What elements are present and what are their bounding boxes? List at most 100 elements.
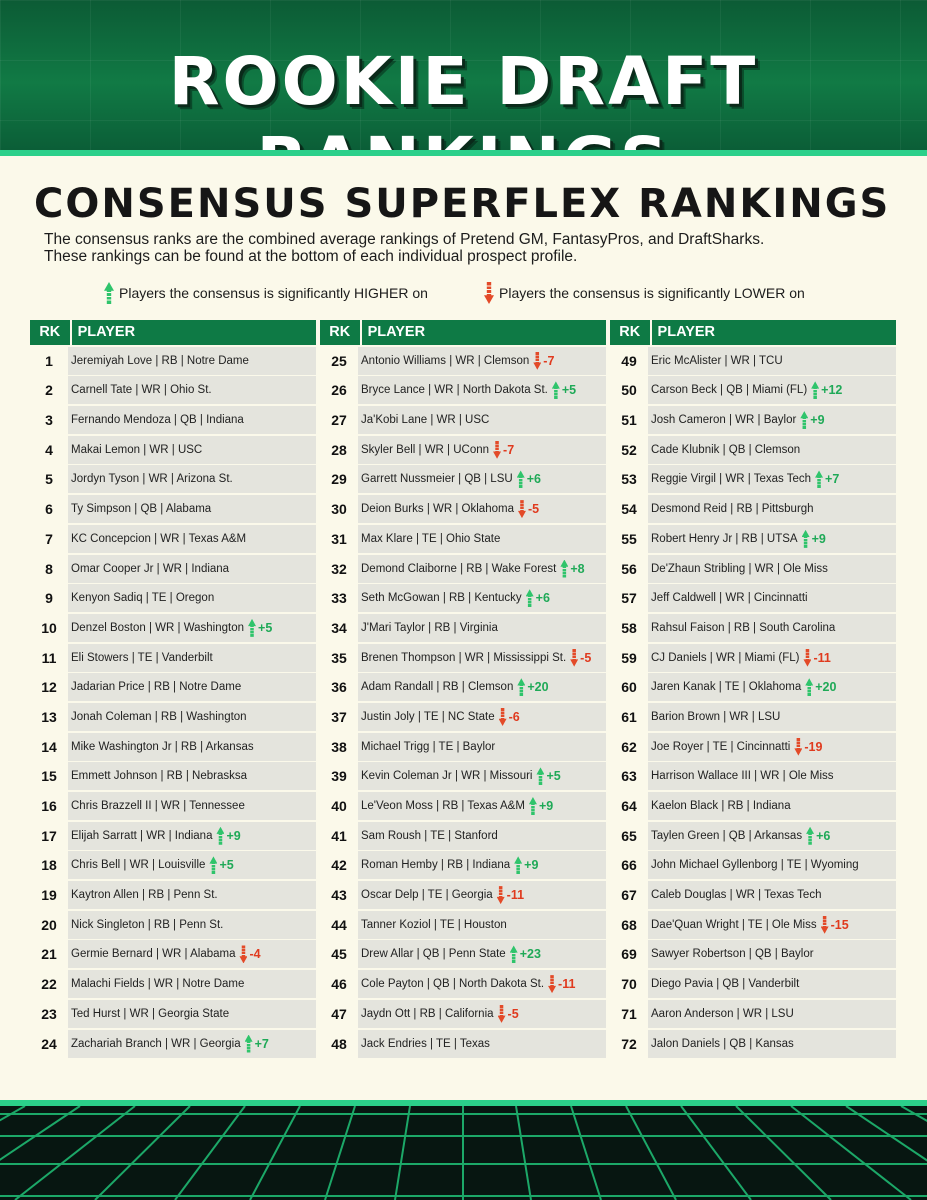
rank-number: 65	[621, 827, 637, 844]
table-row: 32 Demond Claiborne | RB | Wake Forest +8	[320, 554, 606, 583]
change-down: -11	[803, 644, 831, 672]
rank-number: 40	[331, 798, 347, 814]
player-info: Seth McGowan | RB | Kentucky	[361, 592, 522, 605]
player-info: Nick Singleton | RB | Penn St.	[71, 918, 224, 931]
player-cell: Ted Hurst | WR | Georgia State	[68, 999, 316, 1028]
player-info: Emmett Johnson | RB | Nebrasksa	[71, 770, 247, 783]
player-cell: Skyler Bell | WR | UConn -7	[358, 435, 606, 464]
rank-number: 13	[41, 708, 57, 725]
change-up: +9	[801, 525, 826, 553]
rank-number: 32	[331, 560, 347, 577]
player-info: Brenen Thompson | WR | Mississippi St.	[361, 651, 567, 664]
arrow-down-icon	[498, 707, 507, 726]
rank-number: 25	[331, 352, 347, 369]
table-body: 1 Jeremiyah Love | RB | Notre Dame 2 Carnel…	[30, 345, 896, 1058]
rank-number: 35	[331, 649, 347, 666]
table-row: 45 Drew Allar | QB | Penn State +23	[320, 940, 606, 969]
rank-number: 34	[331, 619, 347, 636]
player-info: Eric McAlister | WR | TCU	[651, 354, 783, 367]
arrow-up-icon	[801, 529, 810, 548]
player-cell: Elijah Sarratt | WR | Indiana +9	[68, 821, 316, 850]
arrow-up-icon	[104, 282, 114, 304]
player-cell: Caleb Douglas | WR | Texas Tech	[648, 881, 896, 910]
player-info: Desmond Reid | RB | Pittsburgh	[651, 503, 814, 516]
rank-number: 8	[45, 560, 53, 577]
table-row: 19 Kaytron Allen | RB | Penn St.	[30, 881, 316, 910]
player-info: Chris Bell | WR | Louisville	[71, 859, 206, 872]
rank-number: 31	[331, 530, 347, 547]
player-info: Bryce Lance | WR | North Dakota St.	[361, 384, 548, 397]
change-value: -11	[506, 888, 525, 903]
table-row: 71 Aaron Anderson | WR | LSU	[610, 999, 896, 1028]
rank-number: 38	[331, 738, 347, 755]
table-row: 1 Jeremiyah Love | RB | Notre Dame	[30, 346, 316, 375]
player-cell: Zachariah Branch | WR | Georgia +7	[68, 1029, 316, 1058]
table-row: 39 Kevin Coleman Jr | WR | Missouri +5	[320, 762, 606, 791]
arrow-up-icon	[517, 678, 526, 697]
table-row: 2 Carnell Tate | WR | Ohio St.	[30, 376, 316, 405]
table-row: 37 Justin Joly | TE | NC State -6	[320, 702, 606, 731]
table-header: RK PLAYER RK PLAYER RK PLAYER	[30, 320, 896, 345]
player-info: Kaelon Black | RB | Indiana	[651, 800, 791, 812]
player-info: John Michael Gyllenborg | TE | Wyoming	[651, 859, 859, 872]
player-cell: Ja'Kobi Lane | WR | USC	[358, 406, 606, 435]
player-info: J'Mari Taylor | RB | Virginia	[361, 621, 498, 634]
table-row: 6 Ty Simpson | QB | Alabama	[30, 495, 316, 524]
change-up: +9	[528, 792, 553, 820]
player-info: Roman Hemby | RB | Indiana	[361, 859, 511, 872]
player-cell: Justin Joly | TE | NC State -6	[358, 702, 606, 731]
rank-number: 15	[41, 768, 57, 785]
table-row: 16 Chris Brazzell II | WR | Tennessee	[30, 792, 316, 820]
player-cell: Jonah Coleman | RB | Washington	[68, 702, 316, 731]
table-row: 17 Elijah Sarratt | WR | Indiana +9	[30, 821, 316, 850]
player-info: Kenyon Sadiq | TE | Oregon	[71, 592, 215, 605]
player-info: Cade Klubnik | QB | Clemson	[651, 443, 801, 456]
arrow-up-icon	[248, 618, 257, 637]
player-cell: De'Zhaun Stribling | WR | Ole Miss	[648, 554, 896, 583]
player-info: Cole Payton | QB | North Dakota St.	[361, 978, 545, 991]
rank-number: 55	[621, 530, 637, 547]
table-row: 65 Taylen Green | QB | Arkansas +6	[610, 821, 896, 850]
header-rk: RK	[39, 324, 61, 340]
header-rk: RK	[619, 324, 641, 340]
player-cell: Malachi Fields | WR | Notre Dame	[68, 970, 316, 999]
player-cell: Jaydn Ott | RB | California -5	[358, 999, 606, 1028]
change-down: -6	[498, 703, 520, 731]
player-cell: Eric McAlister | WR | TCU	[648, 346, 896, 375]
player-cell: Jack Endries | TE | Texas	[358, 1029, 606, 1058]
player-cell: Bryce Lance | WR | North Dakota St. +5	[358, 376, 606, 405]
rank-number: 41	[331, 827, 347, 844]
table-row: 63 Harrison Wallace III | WR | Ole Miss	[610, 762, 896, 791]
rank-number: 27	[331, 412, 347, 429]
rank-number: 70	[621, 976, 637, 993]
player-cell: Cade Klubnik | QB | Clemson	[648, 435, 896, 464]
table-row: 51 Josh Cameron | WR | Baylor +9	[610, 406, 896, 435]
player-info: Eli Stowers | TE | Vanderbilt	[71, 651, 213, 664]
section-title: CONSENSUS SUPERFLEX RANKINGS	[34, 181, 891, 227]
player-info: Fernando Mendoza | QB | Indiana	[71, 414, 244, 427]
change-value: +12	[821, 383, 843, 398]
player-cell: Brenen Thompson | WR | Mississippi St. -5	[358, 643, 606, 672]
player-info: Kevin Coleman Jr | WR | Missouri	[361, 770, 533, 783]
table-row: 11 Eli Stowers | TE | Vanderbilt	[30, 643, 316, 672]
change-up: +6	[516, 465, 541, 493]
player-cell: Dae'Quan Wright | TE | Ole Miss -15	[648, 910, 896, 939]
player-cell: Seth McGowan | RB | Kentucky +6	[358, 584, 606, 613]
table-row: 55 Robert Henry Jr | RB | UTSA +9	[610, 524, 896, 553]
player-info: Ja'Kobi Lane | WR | USC	[361, 414, 490, 427]
table-row: 46 Cole Payton | QB | North Dakota St. -11	[320, 970, 606, 999]
player-info: Oscar Delp | TE | Georgia	[361, 889, 493, 902]
table-row: 41 Sam Roush | TE | Stanford	[320, 821, 606, 850]
rank-number: 49	[621, 352, 637, 369]
change-value: -5	[507, 1006, 519, 1021]
arrow-down-icon	[794, 737, 803, 756]
arrow-up-icon	[216, 826, 225, 845]
change-up: +12	[811, 376, 842, 404]
rank-number: 72	[621, 1035, 637, 1052]
player-info: Deion Burks | WR | Oklahoma	[361, 503, 514, 516]
legend-higher-label: Players the consensus is significantly H…	[119, 285, 428, 301]
arrow-down-icon	[820, 915, 829, 934]
table-row: 9 Kenyon Sadiq | TE | Oregon	[30, 584, 316, 613]
player-info: Jalon Daniels | QB | Kansas	[651, 1037, 794, 1050]
rank-number: 4	[45, 441, 53, 458]
